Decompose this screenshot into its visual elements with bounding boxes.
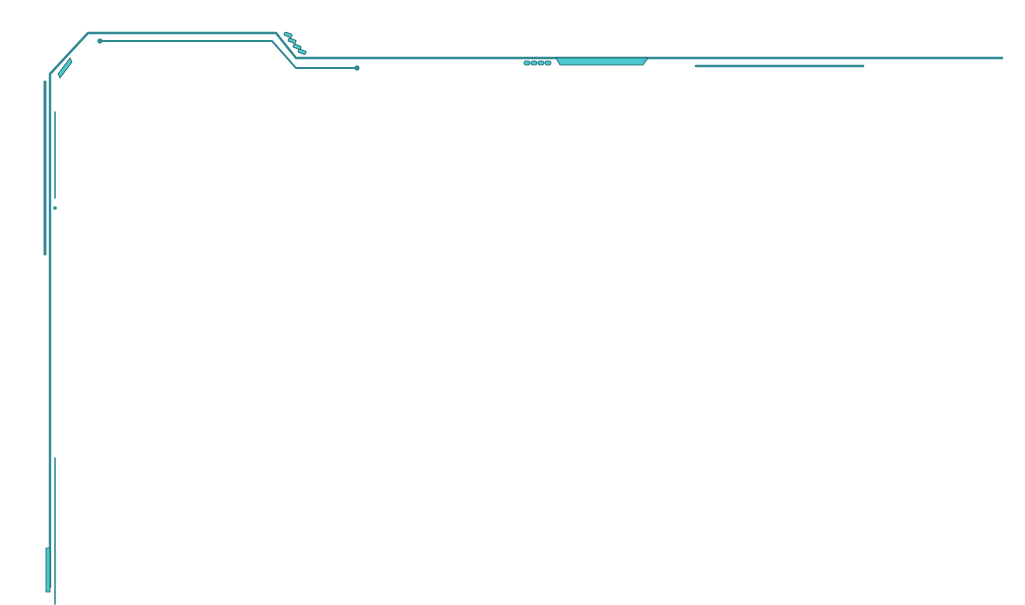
frame-inner-top-line <box>100 40 357 69</box>
terminal-dot-right <box>354 65 360 71</box>
top-pill-group <box>523 60 552 66</box>
left-inner-dot <box>53 206 57 210</box>
diagonal-tick-group <box>283 31 307 55</box>
frame-main-line <box>48 31 1003 588</box>
left-lower-accent-bar <box>45 547 51 593</box>
terminal-dot-left <box>97 38 103 44</box>
corner-accent-wedge <box>57 57 73 79</box>
top-accent-bar <box>555 57 649 66</box>
